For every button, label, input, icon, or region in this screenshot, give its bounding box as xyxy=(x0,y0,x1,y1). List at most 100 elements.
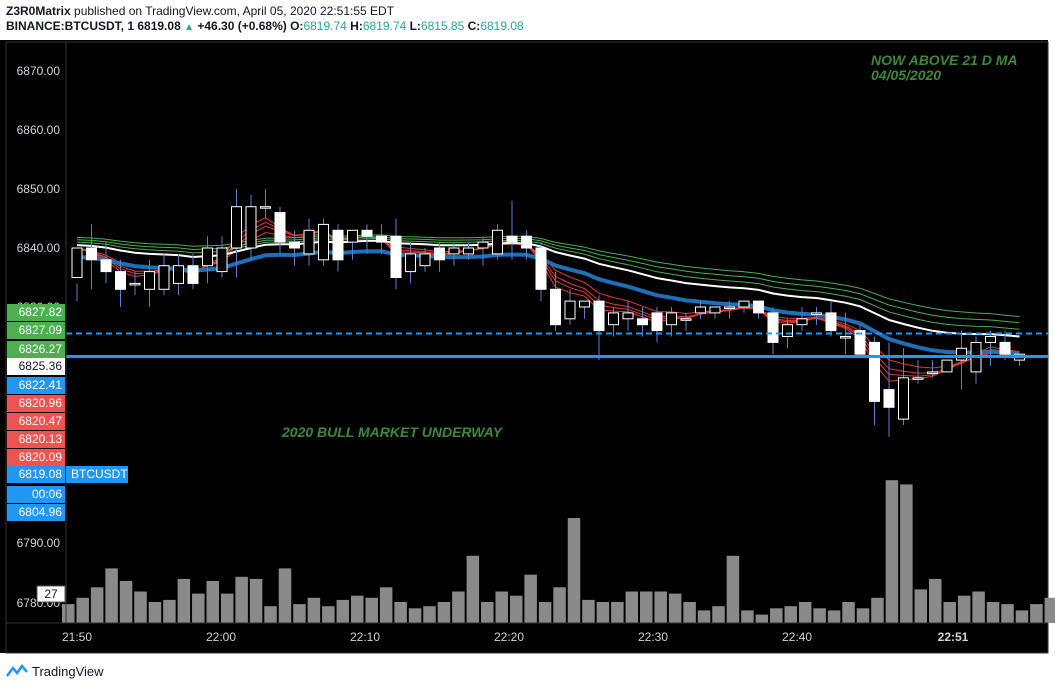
price-tag-label: 6822.41 xyxy=(19,378,63,392)
volume-bar xyxy=(524,574,537,623)
volume-bar xyxy=(220,593,234,623)
volume-bar xyxy=(481,602,494,623)
volume-bar xyxy=(206,581,219,623)
volume-tag-label: 27 xyxy=(44,587,58,601)
time-tick-label: 22:30 xyxy=(638,630,668,644)
candle-body xyxy=(637,318,648,326)
candle-body xyxy=(999,341,1011,355)
volume-tag-bg xyxy=(36,585,66,603)
volume-bar xyxy=(1044,597,1055,623)
candle-body xyxy=(231,206,242,249)
volume-bar xyxy=(683,602,696,623)
symbol-label[interactable]: BINANCE:BTCUSDT, 1 xyxy=(6,19,135,33)
price-change: +46.30 (+0.68%) xyxy=(197,19,287,33)
price-tag-bg xyxy=(7,395,65,412)
volume-bar xyxy=(625,591,639,623)
volume-bar xyxy=(423,606,436,623)
price-tag-label: 6820.47 xyxy=(19,414,63,428)
volume-bar xyxy=(235,576,248,623)
volume-bar xyxy=(351,595,364,623)
volume-bar xyxy=(813,608,826,623)
price-tag-bg xyxy=(7,449,65,466)
volume-bar xyxy=(582,599,595,623)
volume-bar xyxy=(712,606,725,623)
volume-bar xyxy=(148,602,162,623)
candle-body xyxy=(71,247,83,278)
ma-white xyxy=(76,239,1020,338)
price-tag-label: 6827.09 xyxy=(19,323,63,337)
author-name[interactable]: Z3R0Matrix xyxy=(6,4,71,18)
close-value: 6819.08 xyxy=(480,19,524,33)
candle-body xyxy=(753,300,764,314)
volume-bar xyxy=(567,518,581,623)
volume-bar xyxy=(842,602,855,623)
volume-bar xyxy=(957,595,971,623)
candle-body xyxy=(260,206,271,209)
candle-body xyxy=(680,318,692,321)
time-tick-label: 22:10 xyxy=(350,630,380,644)
tradingview-logo-icon[interactable] xyxy=(6,664,28,678)
candle-body xyxy=(506,235,518,243)
candle-body xyxy=(666,312,677,326)
candle-body xyxy=(332,229,344,261)
volume-bar xyxy=(929,578,942,623)
volume-bar xyxy=(134,591,147,623)
volume-bar xyxy=(408,608,422,623)
price-tag-label: 6804.96 xyxy=(19,505,63,519)
price-tag-bg xyxy=(7,322,65,339)
volume-bar xyxy=(755,614,769,623)
volume-bar xyxy=(668,593,682,623)
volume-bar xyxy=(264,606,277,623)
candle-body xyxy=(724,306,735,309)
candle-body xyxy=(608,312,619,326)
volume-bar xyxy=(900,484,913,623)
candle-body xyxy=(985,336,996,343)
volume-bar xyxy=(553,587,566,623)
candle-body xyxy=(767,312,779,343)
candle-body xyxy=(593,300,605,332)
tradingview-brand[interactable]: TradingView xyxy=(32,663,104,679)
candles xyxy=(71,189,1025,437)
volume-bar xyxy=(798,602,812,623)
volume-bar xyxy=(943,602,956,623)
price-tick-label: 6840.00 xyxy=(17,241,61,255)
volume-bar xyxy=(495,591,508,623)
candle-body xyxy=(564,300,576,320)
candle-body xyxy=(463,247,474,255)
high-label: H: xyxy=(350,19,363,33)
time-tick-label: 22:40 xyxy=(782,630,812,644)
chart-header: Z3R0Matrix published on TradingView.com,… xyxy=(6,4,1046,35)
candle-body xyxy=(477,241,489,249)
candle-body xyxy=(115,271,126,290)
ma-note-line2: 04/05/2020 xyxy=(871,67,941,83)
candle-body xyxy=(550,288,561,326)
candle-body xyxy=(100,259,112,273)
candle-body xyxy=(158,265,170,290)
ma-green-30 xyxy=(76,237,1020,330)
price-tick-label: 6860.00 xyxy=(17,123,61,137)
candle-body xyxy=(622,312,634,320)
volume-bar xyxy=(640,591,653,623)
candle-body xyxy=(376,235,387,243)
symbol-tag-bg xyxy=(66,466,128,483)
candle-body xyxy=(216,247,228,273)
candle-body xyxy=(202,247,213,267)
footer: TradingView xyxy=(6,661,104,681)
volume-bar xyxy=(885,480,899,623)
volume-bar xyxy=(192,593,205,623)
price-tag-bg xyxy=(7,413,65,430)
candle-body xyxy=(883,389,895,408)
candle-body xyxy=(956,347,967,361)
up-arrow-icon: ▲ xyxy=(184,22,194,33)
volume-bar xyxy=(249,578,263,623)
volume-bar xyxy=(726,555,740,623)
candle-body xyxy=(492,229,503,255)
candle-body xyxy=(709,306,721,314)
candle-body xyxy=(651,312,663,332)
price-chart[interactable]: 6870.006860.006850.006840.006830.006790.… xyxy=(0,40,1055,655)
chart-frame xyxy=(5,41,1049,654)
last-price: 6819.08 xyxy=(137,19,181,33)
candle-body xyxy=(187,265,199,284)
candle-body xyxy=(695,306,706,314)
candle-body xyxy=(796,318,808,326)
